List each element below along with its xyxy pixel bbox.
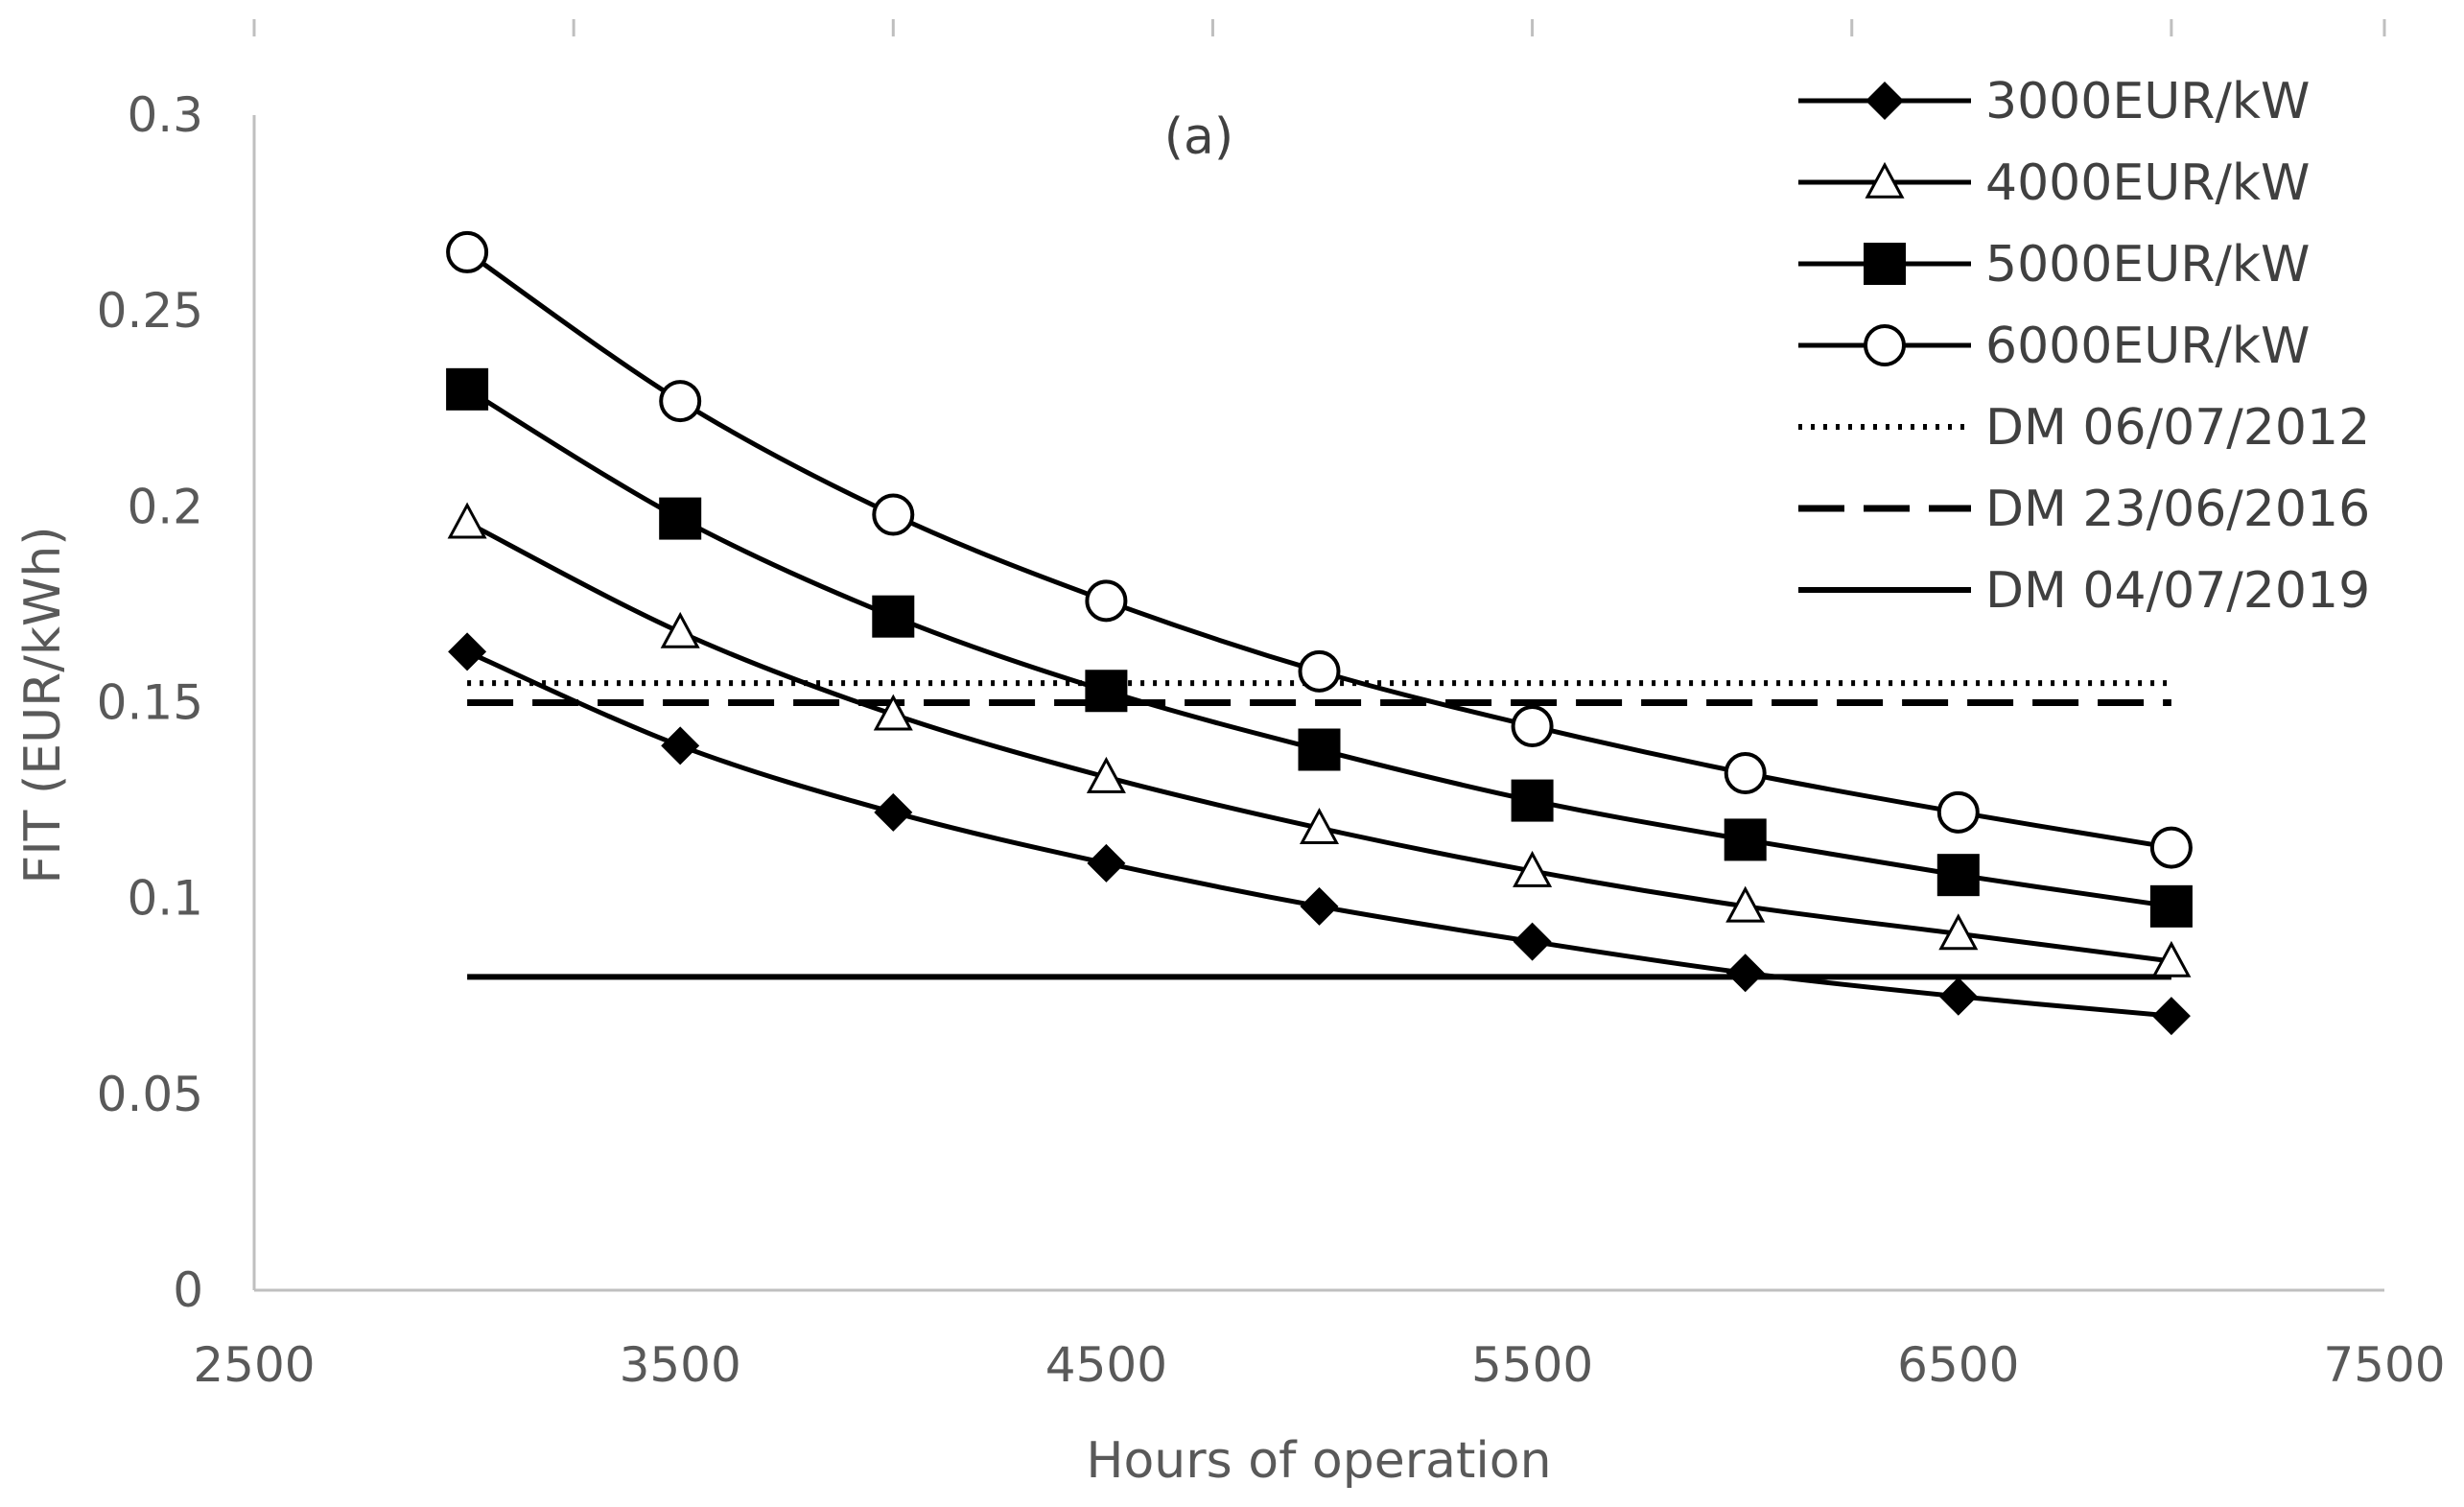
- data-point: [872, 493, 915, 536]
- data-point: [1298, 728, 1341, 771]
- legend-marker: [1864, 243, 1906, 285]
- legend-label: DM 06/07/2012: [1985, 399, 2370, 457]
- series-4: [446, 230, 2193, 869]
- data-point: [1938, 913, 1979, 951]
- data-point: [1300, 886, 1339, 926]
- x-tick-label: 2500: [193, 1337, 315, 1393]
- legend-item: DM 23/06/2016: [1798, 481, 2370, 538]
- data-point: [659, 380, 702, 423]
- data-point: [2151, 997, 2191, 1036]
- data-point: [1938, 977, 1978, 1016]
- axes: [252, 115, 2384, 1292]
- data-point: [448, 632, 487, 671]
- y-tick-label: 0.15: [97, 675, 203, 731]
- legend: 3000EUR/kW 4000EUR/kW 5000EUR/kW 6000EUR/kW…: [1798, 73, 2370, 620]
- data-point: [1085, 579, 1128, 623]
- data-point: [1086, 756, 1126, 793]
- y-tick-label: 0.1: [127, 871, 203, 927]
- legend-label: 3000EUR/kW: [1985, 73, 2310, 130]
- x-tick-label: 3500: [620, 1337, 741, 1393]
- data-point: [872, 595, 915, 638]
- legend-label: 4000EUR/kW: [1985, 154, 2310, 212]
- reference-lines: [467, 680, 2171, 980]
- legend-item: 5000EUR/kW: [1798, 236, 2310, 294]
- x-tick-labels: 2500 3500 4500 5500 6500 7500: [193, 1337, 2445, 1393]
- legend-label: 5000EUR/kW: [1985, 236, 2310, 294]
- x-tick-label: 6500: [1897, 1337, 2019, 1393]
- legend-item: DM 04/07/2019: [1798, 562, 2370, 620]
- data-point: [661, 726, 700, 765]
- top-axis-ticks: [252, 19, 2386, 36]
- data-point: [2149, 826, 2193, 869]
- legend-marker: [1866, 82, 1904, 120]
- data-point: [1085, 670, 1128, 713]
- series-2: [447, 502, 2192, 977]
- data-point: [1513, 922, 1552, 961]
- data-point: [1936, 854, 1980, 897]
- y-tick-label: 0.2: [127, 479, 203, 534]
- data-point: [1513, 850, 1553, 887]
- y-tick-label: 0.05: [97, 1067, 203, 1122]
- data-point: [446, 367, 489, 411]
- y-tick-label: 0.25: [97, 283, 203, 339]
- legend-label: DM 04/07/2019: [1985, 562, 2370, 620]
- data-point: [659, 497, 702, 540]
- legend-item: 4000EUR/kW: [1798, 154, 2310, 212]
- legend-item: 3000EUR/kW: [1798, 73, 2310, 130]
- chart-title: (a): [1164, 108, 1233, 166]
- legend-marker: [1865, 161, 1905, 199]
- data-point: [1725, 954, 1765, 993]
- legend-marker: [1864, 324, 1906, 366]
- y-tick-labels: 0 0.05 0.1 0.15 0.2 0.25 0.3: [97, 87, 203, 1318]
- data-point: [1511, 779, 1554, 822]
- data-point: [1724, 818, 1767, 861]
- x-tick-label: 4500: [1045, 1337, 1167, 1393]
- series-1: [448, 632, 2191, 1036]
- y-axis-title: FIT (EUR/kWh): [14, 526, 72, 883]
- x-tick-label: 7500: [2323, 1337, 2445, 1393]
- series-3: [446, 367, 2193, 928]
- data-point: [1725, 885, 1766, 923]
- data-point: [874, 792, 913, 832]
- data-point: [1936, 790, 1980, 834]
- legend-label: DM 23/06/2016: [1985, 481, 2370, 538]
- data-point: [1724, 752, 1767, 794]
- data-point: [1298, 649, 1341, 693]
- data-point: [446, 230, 489, 273]
- legend-item: DM 06/07/2012: [1798, 399, 2370, 457]
- data-point: [2151, 940, 2192, 977]
- data-point: [1299, 808, 1340, 844]
- data-point: [660, 611, 700, 648]
- data-point: [1087, 843, 1126, 883]
- legend-label: 6000EUR/kW: [1985, 318, 2310, 375]
- data-point: [2149, 884, 2193, 928]
- y-tick-label: 0.3: [127, 87, 203, 143]
- data-point: [873, 694, 913, 731]
- data-point: [1511, 705, 1554, 747]
- data-point: [447, 502, 487, 539]
- series-group: [446, 230, 2193, 1036]
- y-tick-label: 0: [173, 1262, 203, 1318]
- x-axis-title: Hours of operation: [1086, 1432, 1551, 1490]
- x-tick-label: 5500: [1471, 1337, 1593, 1393]
- legend-item: 6000EUR/kW: [1798, 318, 2310, 375]
